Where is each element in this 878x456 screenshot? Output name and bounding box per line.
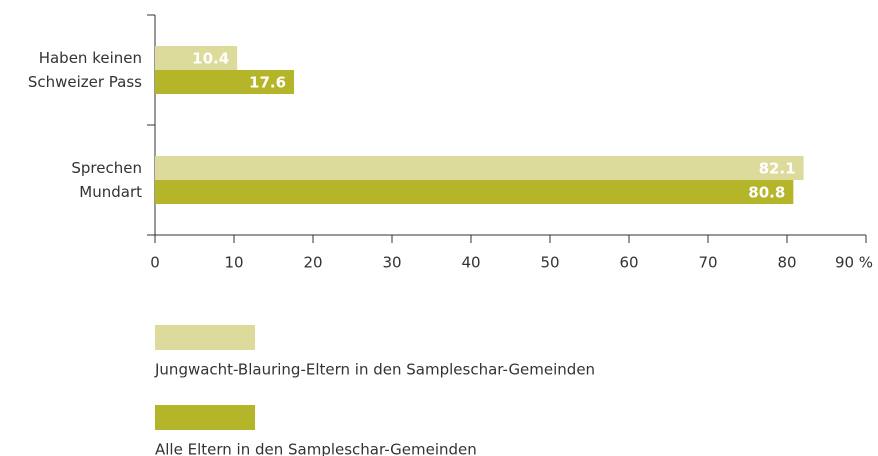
category-label: Haben keinen Schweizer Pass (27, 49, 142, 91)
x-tick-label: 80 (777, 254, 796, 272)
legend-label: Alle Eltern in den Sampleschar-Gemeinden (155, 441, 477, 456)
x-tick-label: 20 (303, 254, 322, 272)
legend-swatch (155, 405, 255, 430)
x-tick-label: 50 (540, 254, 559, 272)
x-tick-label: 40 (461, 254, 480, 272)
value-label: 82.1 (759, 160, 796, 178)
bar (155, 156, 804, 180)
category-label: Sprechen Mundart (71, 159, 142, 201)
x-tick-label: 60 (619, 254, 638, 272)
x-tick-label: 90 % (835, 254, 873, 272)
x-tick-label: 10 (224, 254, 243, 272)
legend-swatch (155, 325, 255, 350)
bar (155, 46, 238, 70)
bar (155, 180, 794, 204)
value-label: 17.6 (249, 74, 286, 92)
value-label: 10.4 (192, 50, 229, 68)
value-label: 80.8 (748, 184, 785, 202)
bar (155, 70, 295, 94)
x-tick-label: 0 (150, 254, 160, 272)
x-tick-label: 30 (382, 254, 401, 272)
x-tick-label: 70 (698, 254, 717, 272)
legend-label: Jungwacht-Blauring-Eltern in den Samples… (154, 361, 595, 379)
